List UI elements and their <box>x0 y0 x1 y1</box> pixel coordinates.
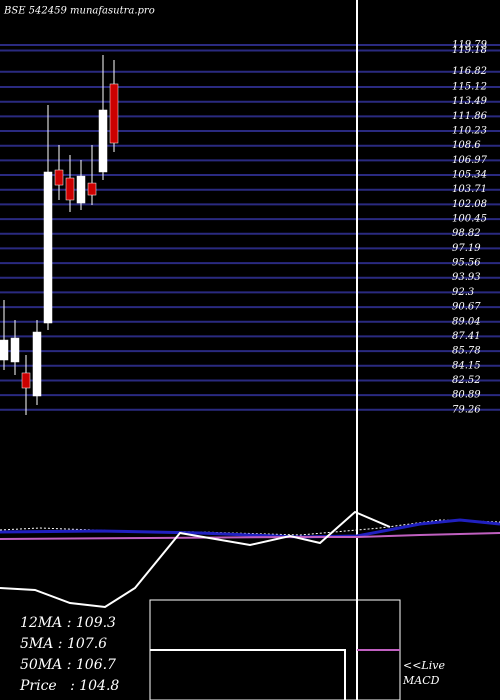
y-tick-label: 95.56 <box>452 258 481 269</box>
y-tick-label: 103.71 <box>452 184 487 195</box>
y-tick-label: 80.89 <box>452 390 481 401</box>
candle-body <box>54 169 64 186</box>
ma-label: 12MA : 109.3 <box>20 615 116 631</box>
y-tick-label: 110.23 <box>452 126 487 137</box>
y-tick-label: 87.41 <box>452 331 481 342</box>
ma-line <box>0 519 500 536</box>
candle-body <box>76 175 86 204</box>
y-tick-label: 119.18 <box>452 45 487 56</box>
y-tick-label: 98.82 <box>452 228 481 239</box>
ma-label: 50MA : 106.7 <box>20 657 116 673</box>
y-tick-label: 100.45 <box>452 214 487 225</box>
y-tick-label: 105.34 <box>452 170 487 181</box>
candle-body <box>65 177 75 201</box>
price-label: Price : 104.8 <box>19 678 119 694</box>
macd-line <box>0 510 391 609</box>
y-tick-label: 102.08 <box>452 199 487 210</box>
candle-body <box>43 171 53 324</box>
y-tick-label: 93.93 <box>452 272 481 283</box>
candle-body <box>10 337 20 363</box>
ma-line <box>0 532 500 540</box>
y-tick-label: 90.67 <box>452 302 481 313</box>
candle-body <box>98 109 108 173</box>
ma-label: 5MA : 107.6 <box>20 636 107 652</box>
y-tick-label: 85.78 <box>452 346 481 357</box>
candle-body <box>0 339 9 361</box>
y-tick-label: 97.19 <box>452 243 481 254</box>
candle-body <box>21 372 31 389</box>
y-tick-label: 84.15 <box>452 360 481 371</box>
candle-body <box>32 331 42 397</box>
y-tick-label: 106.97 <box>452 155 488 166</box>
y-tick-label: 113.49 <box>452 96 488 107</box>
y-tick-label: 111.86 <box>452 111 488 122</box>
y-tick-label: 89.04 <box>452 316 481 327</box>
y-tick-label: 82.52 <box>452 375 481 386</box>
candle-body <box>87 182 97 196</box>
candle-body <box>109 83 119 144</box>
macd-signal <box>150 649 346 700</box>
y-tick-label: 116.82 <box>452 66 487 77</box>
live-label: <<Live <box>403 659 445 672</box>
y-tick-label: 108.6 <box>452 140 481 151</box>
chart-title: BSE 542459 munafasutra.pro <box>3 6 155 17</box>
y-tick-label: 79.26 <box>452 404 481 415</box>
macd-label: MACD <box>402 674 440 687</box>
y-tick-label: 92.3 <box>452 287 474 298</box>
y-tick-label: 119.79 <box>452 40 488 51</box>
y-tick-label: 115.12 <box>452 82 487 93</box>
